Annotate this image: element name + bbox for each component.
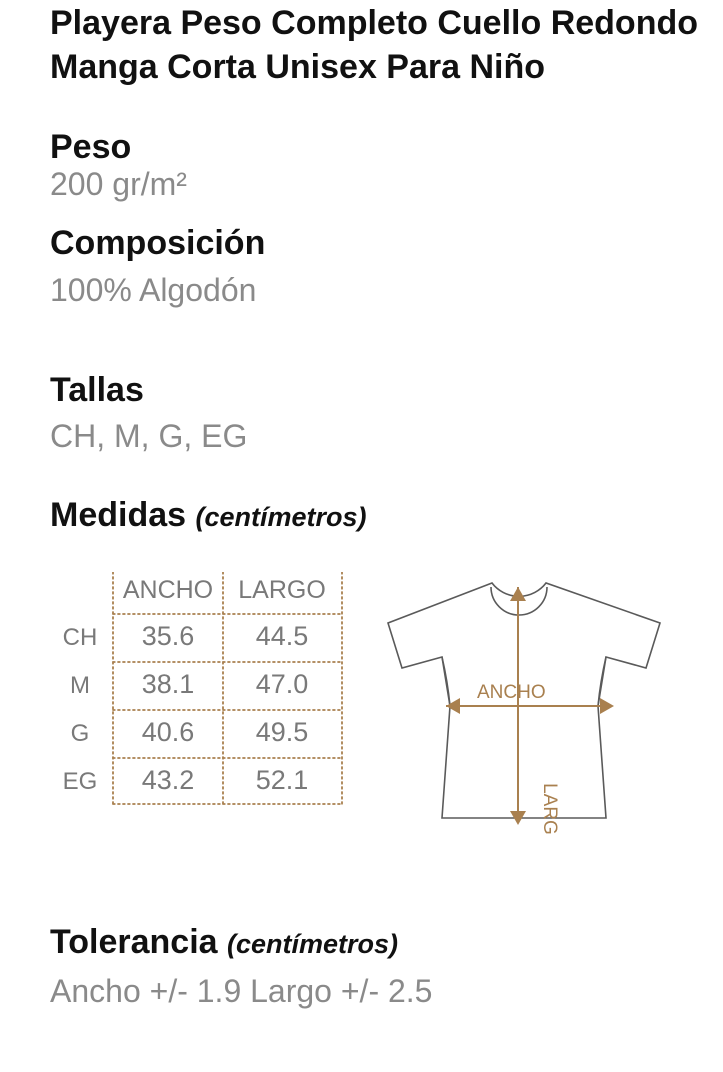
svg-text:52.1: 52.1 — [256, 765, 309, 795]
svg-text:43.2: 43.2 — [142, 765, 195, 795]
svg-text:ANCHO: ANCHO — [123, 576, 213, 604]
svg-text:35.6: 35.6 — [142, 621, 195, 651]
svg-text:CH: CH — [63, 624, 98, 651]
svg-text:49.5: 49.5 — [256, 717, 309, 747]
svg-text:40.6: 40.6 — [142, 717, 195, 747]
svg-text:44.5: 44.5 — [256, 621, 309, 651]
svg-text:47.0: 47.0 — [256, 669, 309, 699]
svg-text:38.1: 38.1 — [142, 669, 195, 699]
svg-text:ANCHO: ANCHO — [477, 682, 546, 703]
svg-text:LARGO: LARGO — [539, 783, 560, 835]
svg-text:EG: EG — [63, 768, 98, 795]
svg-text:LARGO: LARGO — [238, 576, 326, 604]
svg-text:M: M — [70, 672, 90, 699]
svg-text:G: G — [71, 720, 90, 747]
